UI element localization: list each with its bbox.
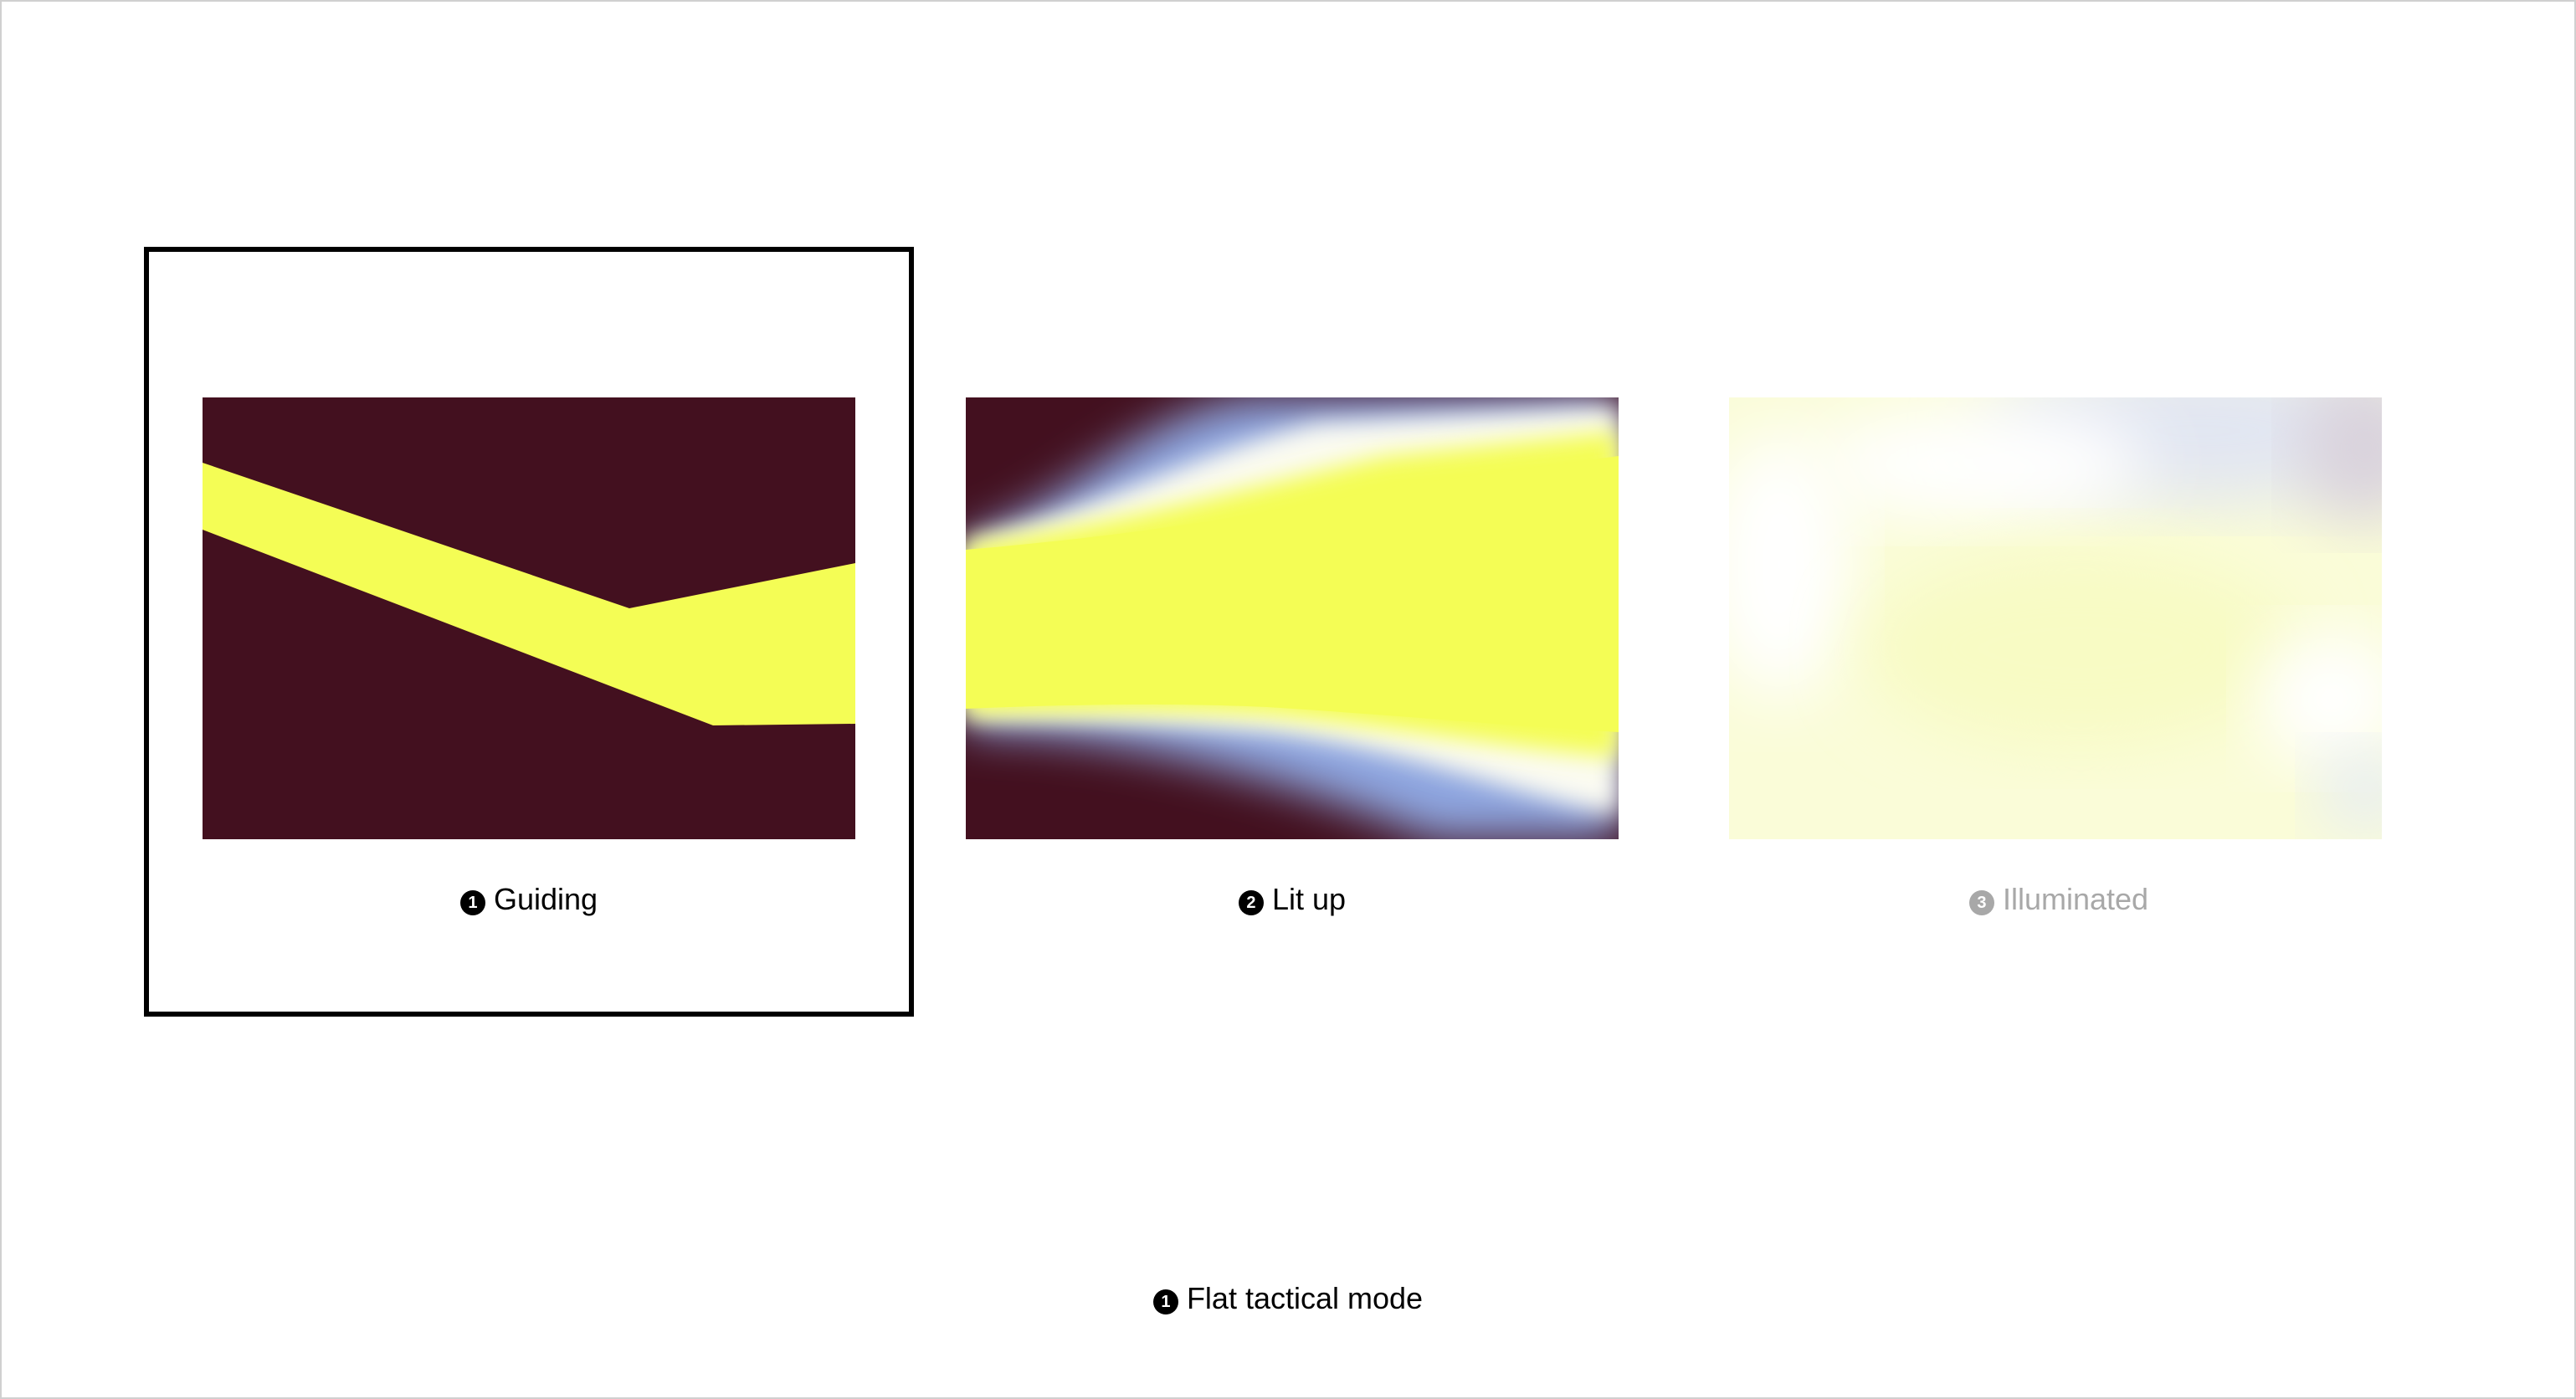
current-mode-label: 1 Flat tactical mode xyxy=(0,1280,2576,1317)
mode-label-text: Illuminated xyxy=(2002,882,2149,916)
mode-label-text: Lit up xyxy=(1271,882,1347,916)
mode-option-illuminated[interactable]: 3 Illuminated xyxy=(1674,247,2444,1017)
mode-label-lit-up: 2 Lit up xyxy=(907,881,1677,918)
step-number-badge: 3 xyxy=(1968,890,1994,915)
guiding-preview-image xyxy=(203,397,855,839)
mode-label-illuminated: 3 Illuminated xyxy=(1674,881,2444,918)
mode-option-lit-up[interactable]: 2 Lit up xyxy=(907,247,1677,1017)
illuminated-preview-image xyxy=(1729,397,2382,839)
mode-label-text: Guiding xyxy=(493,882,598,916)
lit-up-preview-image xyxy=(966,397,1619,839)
mode-option-guiding[interactable]: 1 Guiding xyxy=(144,247,914,1017)
step-number-badge: 1 xyxy=(1152,1289,1178,1314)
mode-label-guiding: 1 Guiding xyxy=(149,881,909,918)
step-number-badge: 2 xyxy=(1238,890,1264,915)
step-number-badge: 1 xyxy=(459,890,485,915)
current-mode-text: Flat tactical mode xyxy=(1186,1281,1424,1315)
